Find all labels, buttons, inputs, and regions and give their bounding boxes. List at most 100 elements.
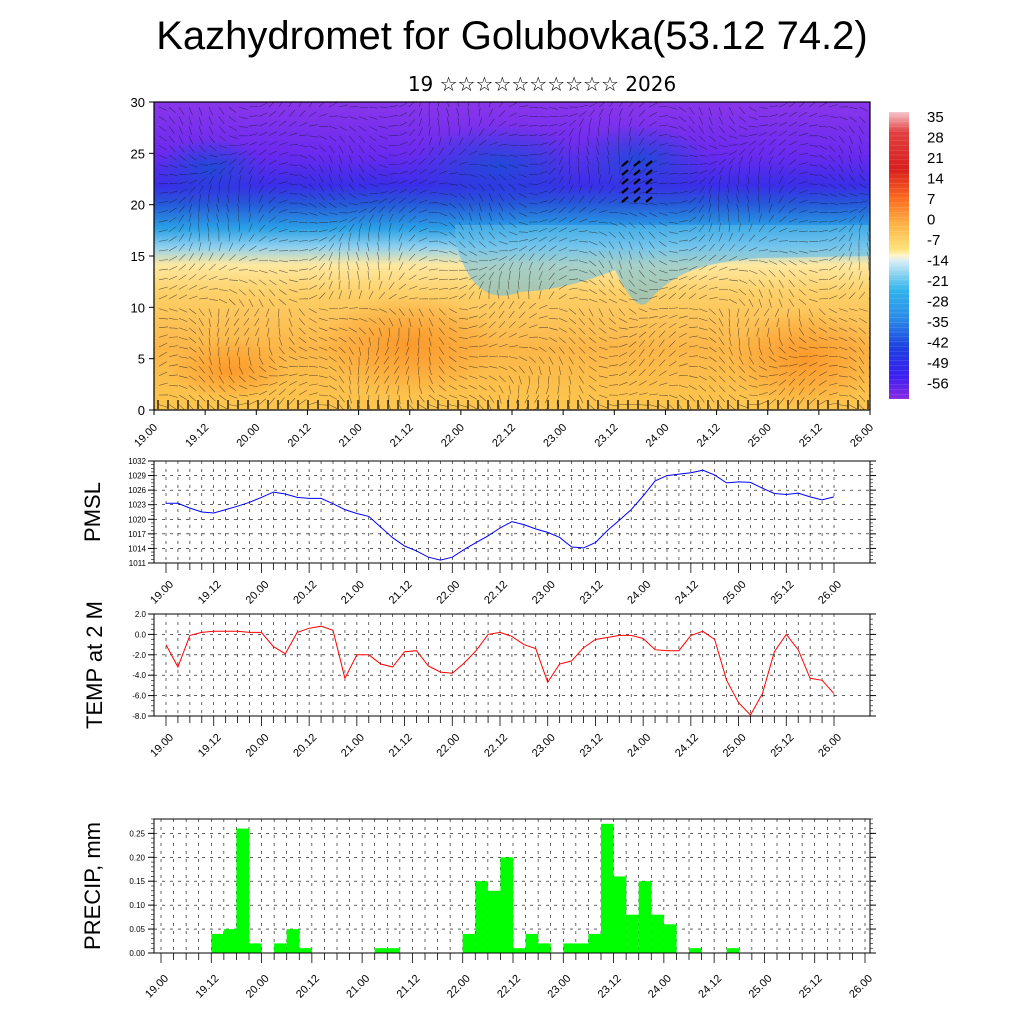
wind-barb [578, 279, 588, 283]
wind-barb [518, 366, 525, 374]
wind-barb [238, 375, 246, 383]
colorbar-label: -14 [927, 253, 949, 270]
wind-barb [498, 321, 506, 328]
wind-barb [308, 145, 318, 150]
wind-barb [488, 264, 497, 271]
wind-barb [488, 193, 493, 202]
wind-barb [568, 296, 578, 300]
wind-barb [338, 337, 347, 343]
wind-barb [848, 308, 858, 312]
wind-barb [178, 233, 185, 242]
wind-barb [688, 197, 697, 204]
wind-barb [388, 189, 398, 194]
wind-barb [448, 260, 458, 264]
wind-barb [158, 326, 168, 329]
wind-barb [328, 346, 337, 352]
wind-barb [348, 145, 354, 154]
x-tick-label: 19.00 [148, 732, 176, 760]
wind-barb [328, 183, 334, 192]
wind-barb [618, 317, 628, 323]
wind-barb [528, 193, 538, 195]
wind-barb [508, 356, 518, 359]
wind-barb [548, 148, 557, 156]
wind-barb [168, 256, 178, 261]
wind-barb [538, 280, 542, 290]
y-tick-label: 0.10 [129, 901, 145, 910]
wind-barb [488, 311, 496, 319]
wind-barb [418, 327, 421, 337]
wind-barb [738, 279, 748, 284]
wind-barb [628, 241, 633, 250]
wind-barb [548, 187, 557, 194]
wind-barb [538, 305, 548, 309]
wind-barb [758, 279, 765, 288]
wind-barb [858, 394, 866, 402]
wind-barb [708, 296, 718, 300]
wind-barb [478, 152, 488, 156]
wind-barb [618, 371, 628, 377]
wind-barb [438, 297, 448, 300]
x-tick-label: 22.12 [482, 732, 510, 760]
wind-barb [208, 135, 215, 143]
wind-barb [568, 146, 571, 156]
wind-barb [328, 227, 338, 233]
wind-barb [788, 111, 797, 117]
wind-barb [678, 276, 688, 281]
wind-barb [638, 270, 645, 278]
wind-barb [738, 385, 748, 390]
wind-barb [308, 356, 318, 360]
wind-barb [358, 223, 363, 232]
x-tick-label: 21.12 [387, 732, 415, 760]
wind-barb [748, 155, 753, 165]
wind-barb [688, 206, 697, 213]
wind-barb [598, 298, 608, 304]
wind-barb [198, 126, 203, 135]
wind-barb [498, 344, 508, 348]
wind-barb [848, 106, 858, 110]
wind-barb [718, 232, 723, 242]
wind-barb [708, 194, 712, 204]
wind-barb [378, 280, 383, 290]
precipitation-bar [575, 943, 589, 953]
wind-barb [468, 325, 478, 329]
wind-barb [198, 194, 202, 204]
wind-barb [398, 121, 408, 127]
wind-barb [288, 298, 298, 303]
wind-barb [568, 195, 575, 204]
wind-barb [188, 317, 197, 325]
wind-barb [238, 222, 241, 232]
wind-barb [278, 218, 288, 223]
wind-barb [498, 131, 508, 137]
wind-barb [158, 239, 168, 242]
wind-barb [358, 106, 368, 109]
wind-barb [718, 203, 720, 213]
wind-barb [618, 270, 623, 279]
wind-barb [418, 287, 428, 290]
wind-barb [488, 202, 493, 212]
wind-barb [798, 209, 808, 213]
wind-barb [738, 165, 741, 175]
wind-barb [368, 317, 377, 324]
wind-barb [158, 371, 168, 377]
wind-barb [178, 274, 187, 281]
wind-barb [298, 399, 307, 405]
wind-barb [838, 234, 846, 242]
wind-barb [758, 346, 763, 356]
x-tick-label: 22.12 [490, 422, 518, 450]
wind-barb [688, 145, 698, 150]
wind-barb [438, 231, 448, 236]
y-tick-label: 0.25 [129, 829, 145, 838]
precipitation-bar [274, 943, 287, 953]
wind-barb [718, 255, 727, 261]
wind-barb [778, 372, 788, 377]
wind-barb [628, 341, 637, 348]
wind-barb [268, 397, 276, 405]
wind-barb [448, 172, 458, 175]
wind-barb [198, 252, 204, 261]
wind-barb [248, 175, 253, 184]
wind-barb [158, 382, 168, 386]
wind-barb [226, 213, 230, 223]
wind-barb [208, 106, 213, 116]
wind-barb [767, 327, 770, 337]
warm-core [320, 295, 500, 395]
